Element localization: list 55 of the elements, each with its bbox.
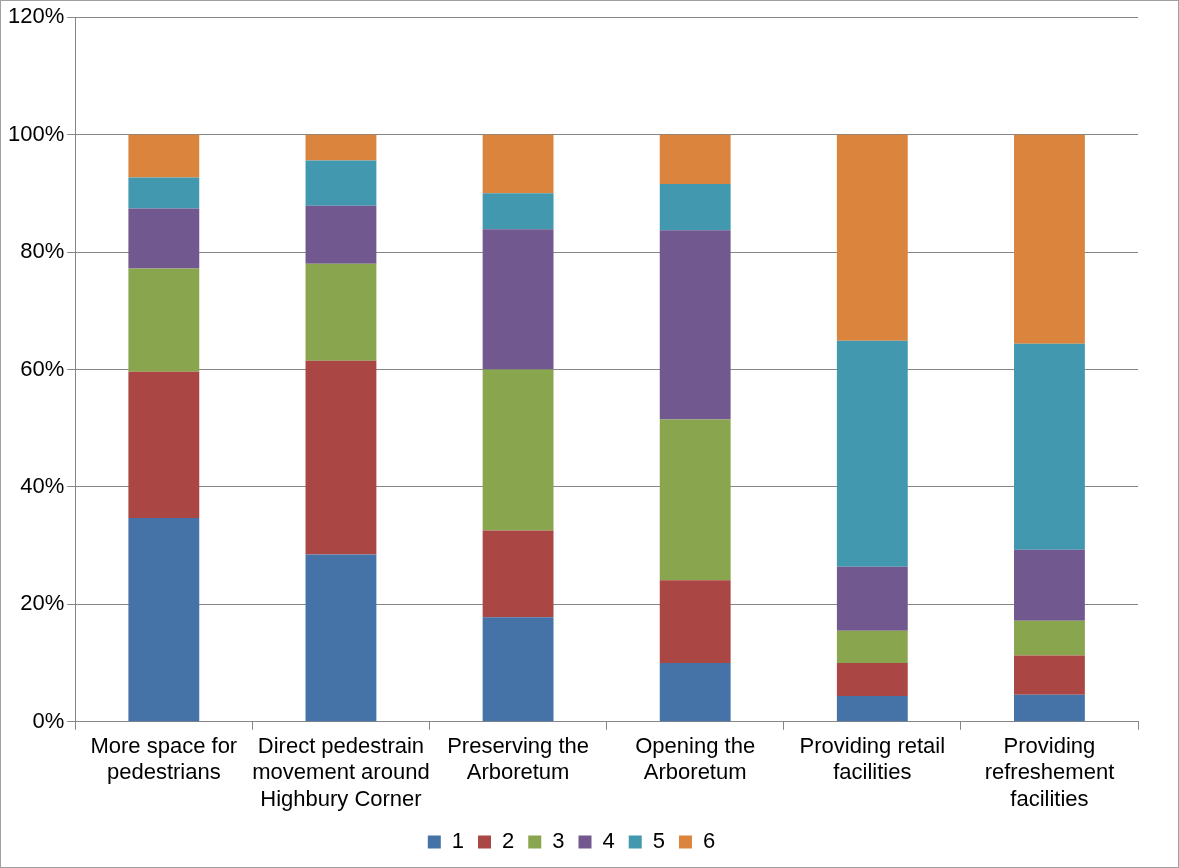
legend-label: 3 (552, 828, 565, 854)
x-tick-label: Direct pedestrain movement around Highbury Corner (252, 733, 430, 811)
y-tick-label: 60% (20, 355, 65, 381)
bar (482, 530, 554, 618)
bar (836, 663, 908, 696)
bar (836, 566, 908, 631)
y-tick-label: 20% (20, 590, 65, 616)
legend-label: 2 (502, 828, 515, 854)
bar (128, 134, 200, 178)
bar (1014, 134, 1085, 344)
bar (482, 229, 554, 370)
bar (1014, 694, 1085, 722)
bar (1014, 655, 1085, 695)
bar (305, 160, 377, 206)
bar (836, 340, 908, 567)
legend-label: 1 (451, 828, 465, 854)
bar (482, 369, 554, 531)
bar (659, 580, 731, 664)
bar (836, 134, 908, 341)
legend-label: 6 (702, 828, 716, 854)
y-tick-label: 0% (32, 707, 65, 733)
x-tick-label: Opening the Arboretum (635, 733, 756, 785)
bar (305, 554, 377, 722)
bar (659, 134, 731, 184)
bar (1014, 549, 1085, 621)
bar (1014, 620, 1085, 656)
bar (482, 134, 554, 194)
bar (659, 663, 731, 722)
bar (659, 419, 731, 581)
bar (128, 518, 200, 722)
bar (305, 360, 377, 555)
bar (482, 617, 554, 722)
bar (128, 208, 200, 269)
bar (1014, 343, 1085, 550)
bar (659, 230, 731, 420)
bar (128, 371, 200, 519)
bar (482, 193, 554, 230)
y-tick-label: 120% (7, 3, 65, 29)
bar (128, 177, 200, 209)
x-tick-label: More space for pedestrians (90, 733, 238, 785)
bar (305, 205, 377, 264)
legend-label: 4 (602, 828, 615, 854)
bar (836, 630, 908, 664)
bar (305, 263, 377, 361)
bar (836, 695, 908, 722)
x-tick-label: Preserving the Arboretum (447, 733, 589, 785)
x-tick-label: Providing refreshement facilities (984, 733, 1115, 811)
bar (659, 183, 731, 231)
y-tick-label: 40% (20, 473, 65, 498)
bar (305, 134, 377, 161)
legend-label: 5 (652, 828, 665, 854)
y-tick-label: 80% (20, 238, 65, 264)
y-tick-label: 100% (7, 120, 65, 146)
bar (128, 268, 200, 372)
x-tick-label: Providing retail facilities (799, 733, 946, 785)
